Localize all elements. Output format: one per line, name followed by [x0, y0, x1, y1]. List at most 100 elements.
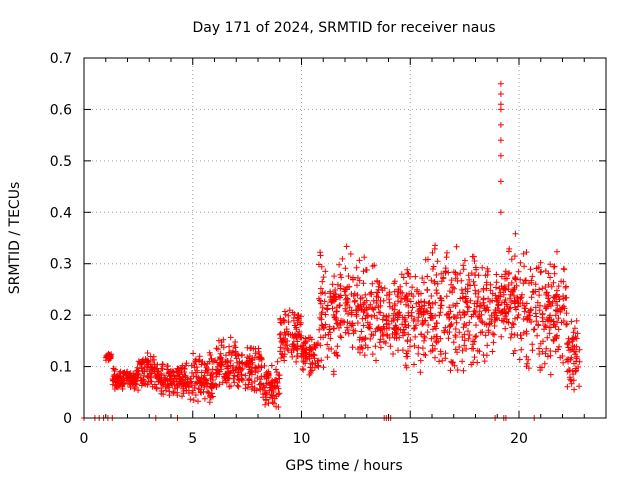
data-point [514, 332, 521, 339]
data-point [507, 334, 514, 341]
data-point [437, 335, 444, 342]
data-point [150, 353, 157, 360]
data-point [453, 319, 460, 326]
data-point [366, 323, 373, 330]
data-points [81, 80, 583, 421]
data-point [407, 298, 414, 305]
data-point [513, 282, 520, 289]
data-point [480, 299, 487, 306]
data-point [511, 253, 518, 260]
data-point [405, 322, 412, 329]
data-point [308, 346, 315, 353]
data-point [324, 354, 331, 361]
data-point [560, 318, 567, 324]
data-point [180, 388, 187, 394]
data-point [539, 285, 546, 292]
data-point [342, 329, 349, 336]
data-point [408, 313, 415, 320]
data-point [434, 280, 441, 287]
data-point [325, 331, 332, 338]
data-point [479, 264, 486, 271]
data-point [396, 309, 403, 316]
data-point [354, 282, 360, 289]
data-point [555, 315, 562, 322]
data-point [470, 338, 476, 345]
data-point [322, 332, 329, 339]
data-point [375, 304, 382, 310]
data-point [439, 357, 446, 364]
data-point [282, 332, 289, 338]
data-point [157, 379, 164, 386]
data-point [358, 344, 365, 351]
data-point [275, 404, 282, 410]
data-point [386, 291, 393, 298]
data-point [342, 265, 349, 272]
data-point [555, 283, 562, 290]
data-point [184, 378, 191, 385]
data-point [508, 279, 515, 286]
data-point [461, 257, 468, 264]
data-point [521, 305, 528, 312]
data-point [472, 334, 479, 340]
data-point [445, 335, 452, 342]
y-tick-label: 0.5 [50, 154, 72, 170]
data-point [367, 335, 374, 342]
data-point [421, 351, 427, 358]
data-point [226, 375, 233, 382]
data-point [437, 348, 444, 355]
data-point [144, 350, 151, 356]
data-point [389, 305, 396, 312]
data-point [530, 326, 537, 333]
data-point [268, 391, 275, 398]
data-point [390, 351, 396, 357]
data-point [474, 300, 481, 307]
data-point [417, 369, 424, 376]
data-point [537, 340, 544, 347]
data-point [563, 294, 570, 301]
data-point [534, 299, 541, 306]
data-point [334, 320, 341, 327]
data-point [473, 322, 479, 329]
data-point [350, 292, 357, 299]
data-point [429, 266, 436, 272]
data-point [512, 230, 519, 237]
data-point [551, 270, 558, 277]
data-point [328, 346, 335, 352]
data-point [553, 307, 559, 313]
data-point [219, 379, 226, 386]
data-point [139, 368, 146, 375]
data-point [369, 305, 376, 312]
data-point [454, 367, 461, 373]
data-point [295, 317, 302, 323]
data-point [246, 358, 253, 365]
data-point [525, 365, 532, 372]
data-point [349, 344, 356, 351]
data-point [419, 345, 426, 352]
data-point [415, 350, 422, 357]
data-point [359, 315, 366, 322]
data-point [515, 311, 522, 318]
data-point [190, 397, 197, 404]
y-tick-label: 0 [63, 411, 72, 427]
data-point [251, 384, 258, 391]
data-point [414, 286, 421, 293]
data-point [303, 355, 309, 362]
data-point [540, 318, 546, 325]
x-tick-label: 15 [401, 431, 419, 447]
data-point [374, 289, 381, 296]
data-point [371, 312, 378, 319]
x-axis-label: GPS time / hours [285, 458, 402, 474]
data-point [215, 368, 222, 375]
data-point [555, 346, 561, 353]
data-point [563, 310, 570, 317]
data-point [148, 378, 155, 385]
data-point [542, 268, 549, 274]
data-point [462, 295, 469, 302]
data-point [447, 322, 454, 329]
data-point [532, 304, 539, 311]
data-point [376, 280, 383, 286]
data-point [547, 348, 554, 354]
data-point [361, 307, 368, 314]
data-point [548, 283, 555, 290]
data-point [356, 336, 363, 343]
